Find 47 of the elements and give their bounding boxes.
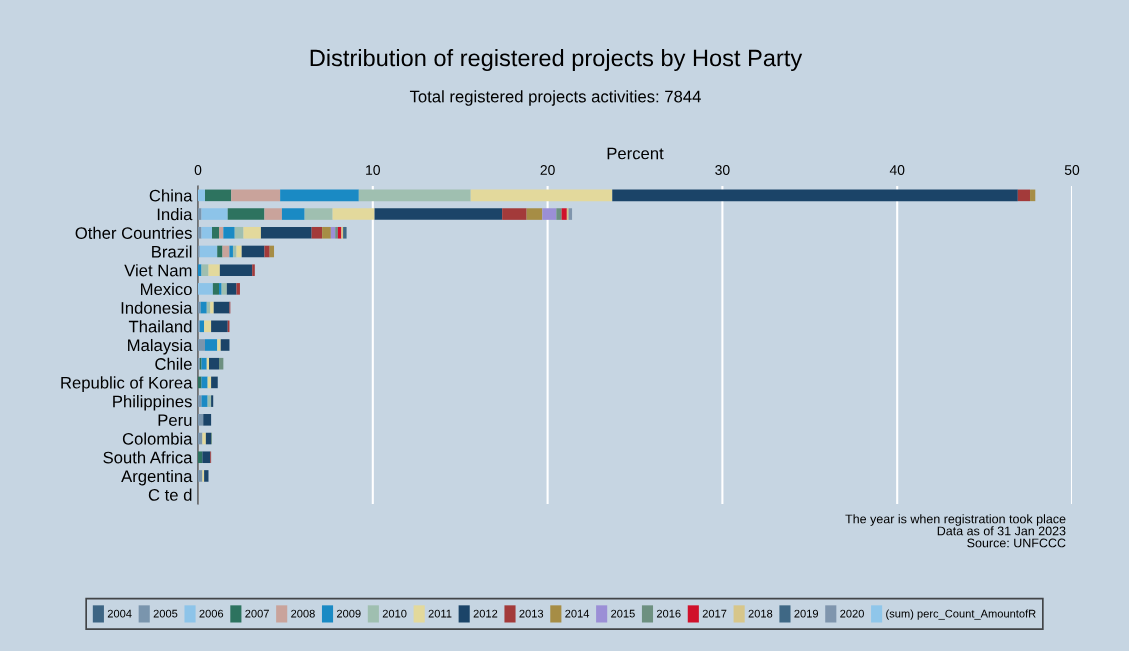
y-tick-label: Indonesia — [121, 301, 193, 314]
y-tick-label: Republic of Korea — [61, 376, 193, 392]
y-tick-label: Thailand — [128, 320, 192, 333]
legend-label: 2015 — [611, 609, 635, 618]
legend-label: 2016 — [656, 609, 681, 618]
y-tick-label: Philippines — [113, 395, 192, 411]
y-tick-label: Brazil — [152, 245, 192, 258]
y-tick-label: C te d — [148, 488, 192, 501]
y-tick-label: Colombia — [122, 432, 193, 445]
legend-label: 2017 — [702, 609, 727, 618]
legend-label: 2011 — [428, 609, 452, 618]
legend-label: (sum) perc_Count_AmountofR — [886, 609, 1036, 620]
x-tick-label: 40 — [889, 165, 905, 175]
y-tick-label: South Africa — [103, 451, 193, 464]
chart-title: Distribution of registered projects by Host Party — [310, 49, 803, 71]
text: Data as of 31 Jan 2023 — [937, 526, 1066, 536]
x-tick-label: 10 — [366, 165, 380, 175]
x-tick-label: 50 — [1064, 165, 1080, 175]
y-tick-label: Mexico — [141, 282, 192, 296]
legend-label: 2008 — [291, 609, 315, 618]
y-tick-label: Other Countries — [75, 226, 192, 239]
y-tick-label: China — [149, 189, 193, 202]
legend-label: 2010 — [382, 609, 407, 618]
legend-label: 2006 — [199, 609, 224, 618]
y-tick-label: Chile — [155, 357, 192, 370]
text: The year is when registration took place — [845, 514, 1066, 526]
legend-label: 2014 — [565, 609, 590, 618]
x-tick-label: 0 — [194, 165, 202, 175]
y-tick-label: Viet Nam — [124, 264, 192, 277]
legend-label: 2018 — [748, 609, 773, 618]
y-tick-label: Argentina — [121, 469, 193, 486]
x-tick-label: 20 — [540, 165, 555, 175]
legend-label: 2020 — [840, 609, 864, 618]
chart-subtitle: Total registered projects activities: 7844 — [409, 90, 701, 106]
legend-label: 2009 — [336, 609, 361, 618]
x-axis-title: Percent — [607, 147, 664, 160]
legend-label: 2007 — [245, 609, 269, 618]
source-note: Source: UNFCCC — [967, 538, 1066, 548]
legend-label: 2004 — [107, 609, 132, 618]
legend-label: 2019 — [794, 609, 819, 618]
legend-label: 2012 — [473, 609, 498, 618]
legend-label: 2013 — [519, 609, 544, 618]
x-tick-label: 30 — [715, 165, 730, 175]
legend-label: 2005 — [153, 609, 178, 618]
y-tick-label: India — [157, 208, 193, 221]
y-tick-label: Malaysia — [128, 338, 193, 355]
y-tick-label: Peru — [158, 414, 192, 427]
